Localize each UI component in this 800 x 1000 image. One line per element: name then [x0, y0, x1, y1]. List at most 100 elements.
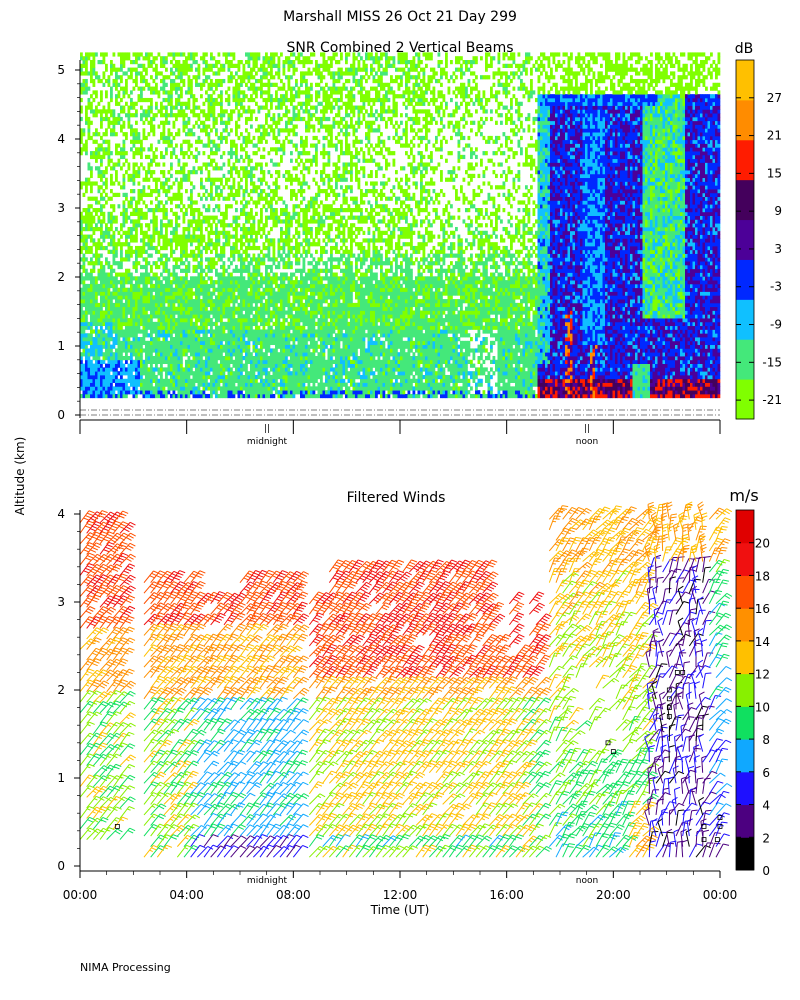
snr-cell	[222, 211, 226, 216]
snr-cell	[185, 120, 188, 125]
snr-cell	[175, 105, 178, 110]
snr-cell	[215, 245, 218, 251]
snr-cell	[237, 192, 241, 198]
snr-cell	[122, 371, 126, 376]
snr-cell	[185, 105, 188, 110]
snr-cell	[90, 94, 93, 99]
snr-cell	[222, 151, 226, 156]
snr-cell	[170, 253, 173, 258]
snr-cell	[180, 238, 183, 243]
snr-cell	[150, 367, 153, 372]
snr-cell	[230, 63, 233, 68]
snr-cell	[217, 185, 221, 190]
snr-cell	[142, 63, 146, 68]
snr-cell	[145, 204, 148, 209]
snr-cell	[142, 245, 146, 251]
snr-cell	[272, 287, 276, 292]
snr-cell	[202, 310, 206, 315]
snr-cell	[197, 371, 201, 376]
snr-cell	[90, 63, 93, 68]
snr-cell	[255, 280, 258, 285]
snr-cell	[217, 147, 221, 152]
snr-cell	[90, 215, 93, 220]
snr-cell	[185, 132, 188, 137]
snr-cell	[270, 393, 273, 399]
snr-cell	[82, 299, 86, 304]
snr-cell	[227, 306, 231, 311]
snr-cell	[267, 242, 271, 247]
snr-cell	[120, 116, 123, 122]
snr-cell	[135, 101, 138, 106]
snr-cell	[222, 325, 226, 330]
snr-cell	[160, 302, 163, 308]
snr-cell	[235, 234, 238, 239]
snr-cell	[165, 393, 168, 399]
snr-cell	[222, 128, 226, 133]
snr-cell	[165, 200, 168, 205]
snr-cell	[90, 189, 93, 194]
snr-cell	[205, 295, 208, 300]
snr-cell	[272, 321, 276, 327]
snr-cell	[212, 374, 216, 380]
snr-cell	[280, 230, 283, 235]
snr-cell	[265, 56, 268, 61]
snr-cell	[272, 215, 276, 220]
snr-cell	[87, 352, 91, 357]
snr-cell	[262, 367, 266, 372]
snr-cell	[177, 363, 181, 368]
snr-cell	[160, 367, 163, 372]
snr-cell	[105, 192, 108, 198]
snr-cell	[200, 302, 203, 308]
snr-cell	[257, 310, 261, 315]
snr-cell	[105, 367, 108, 372]
snr-cell	[280, 382, 283, 387]
snr-cell	[282, 367, 286, 372]
snr-cell	[90, 268, 93, 273]
snr-cell	[180, 321, 183, 327]
snr-cell	[187, 268, 191, 273]
snr-cell	[132, 86, 136, 91]
snr-cell	[157, 318, 161, 323]
snr-cell	[192, 280, 196, 285]
snr-cell	[142, 128, 146, 133]
snr-cell	[87, 132, 91, 137]
snr-cell	[257, 348, 261, 353]
snr-cell	[277, 71, 281, 76]
snr-cell	[192, 325, 196, 330]
snr-cell	[175, 226, 178, 232]
snr-cell	[207, 238, 211, 243]
snr-cell	[187, 374, 191, 380]
snr-cell	[92, 71, 96, 76]
snr-cell	[222, 348, 226, 353]
snr-cell	[262, 132, 266, 137]
snr-cell	[130, 340, 133, 346]
snr-cell	[267, 374, 271, 380]
snr-cell	[177, 280, 181, 285]
snr-cell	[225, 139, 228, 144]
snr-cell	[187, 223, 191, 228]
snr-cell	[225, 314, 228, 319]
snr-cell	[137, 71, 141, 76]
snr-cell	[190, 67, 193, 72]
snr-cell	[105, 299, 108, 304]
snr-cell	[255, 56, 258, 61]
snr-cell	[187, 63, 191, 68]
snr-cell	[125, 90, 128, 95]
snr-cell	[92, 59, 96, 65]
snr-cell	[202, 344, 206, 349]
snr-cell	[87, 86, 91, 91]
snr-cell	[215, 378, 218, 383]
snr-cell	[282, 382, 286, 387]
snr-cell	[102, 314, 106, 319]
snr-cell	[255, 143, 258, 148]
snr-cell	[92, 310, 96, 315]
snr-cell	[282, 219, 286, 224]
snr-cell	[217, 234, 221, 239]
snr-cell	[225, 196, 228, 201]
snr-cell	[92, 97, 96, 103]
snr-cell	[125, 382, 128, 387]
snr-cell	[87, 181, 91, 186]
snr-cell	[90, 337, 93, 342]
snr-cell	[212, 310, 216, 315]
snr-cell	[155, 204, 158, 209]
